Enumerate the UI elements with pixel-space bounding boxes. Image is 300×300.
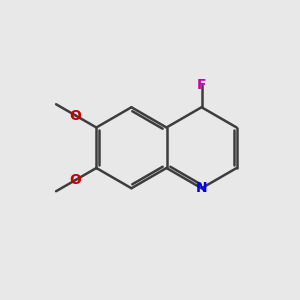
Text: O: O <box>70 173 82 187</box>
Text: F: F <box>197 78 206 92</box>
Text: N: N <box>196 181 207 195</box>
Text: O: O <box>70 109 82 122</box>
